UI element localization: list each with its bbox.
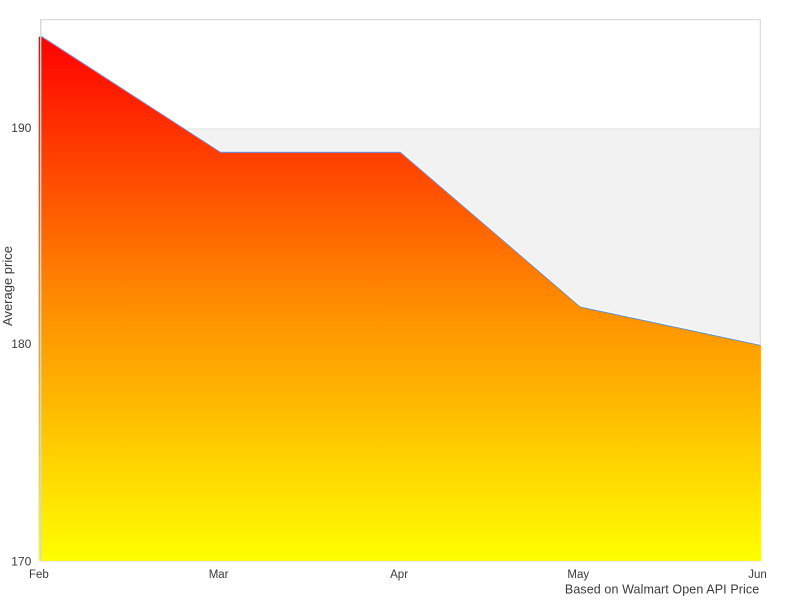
svg-text:Jun: Jun <box>748 569 767 581</box>
svg-text:Average price: Average price <box>0 246 15 326</box>
svg-text:Feb: Feb <box>29 569 49 581</box>
svg-text:May: May <box>567 569 589 581</box>
svg-text:Based on Walmart Open API Pric: Based on Walmart Open API Price <box>565 583 759 597</box>
svg-text:Apr: Apr <box>390 569 408 581</box>
svg-text:170: 170 <box>11 555 31 569</box>
svg-text:180: 180 <box>11 337 31 351</box>
svg-text:190: 190 <box>11 121 31 135</box>
svg-text:Mar: Mar <box>209 569 229 581</box>
